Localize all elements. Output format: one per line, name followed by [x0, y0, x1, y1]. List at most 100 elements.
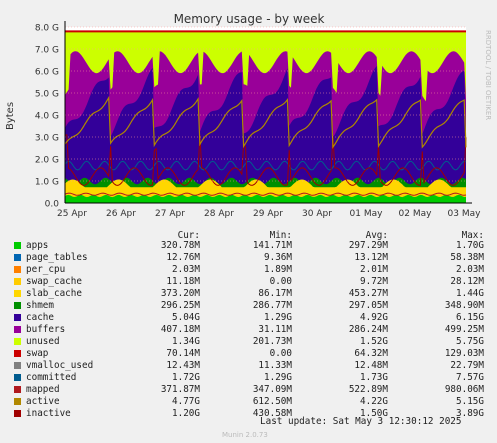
x-tick-label: 28 Apr: [204, 209, 234, 219]
legend-value-cur: 1.34G: [172, 336, 200, 347]
y-tick-label: 7.0 G: [35, 46, 59, 56]
line-inactive: [64, 134, 467, 186]
legend-series-name: shmem: [26, 300, 54, 311]
legend-value-max: 499.25M: [444, 324, 484, 335]
legend-value-avg: 286.24M: [348, 324, 388, 335]
legend-value-max: 1.70G: [456, 240, 484, 251]
legend-value-min: 430.58M: [252, 408, 292, 419]
legend-swatch: [14, 410, 21, 417]
legend-value-min: 1.29G: [264, 312, 292, 323]
legend-value-cur: 2.03M: [172, 264, 200, 275]
last-update: Last update: Sat May 3 12:30:12 2025: [260, 416, 462, 427]
x-tick-label: 03 May: [448, 209, 482, 219]
legend-row-buffers: buffers 407.18M 31.11M 286.24M 499.25M: [0, 324, 497, 336]
legend-series-name: cache: [26, 312, 54, 323]
legend-header-min: Min:: [269, 230, 292, 241]
legend-value-max: 6.15G: [456, 312, 484, 323]
legend-value-min: 612.50M: [252, 396, 292, 407]
legend-series-name: apps: [26, 240, 49, 251]
legend-value-min: 201.73M: [252, 336, 292, 347]
legend-row-mapped: mapped 371.87M 347.09M 522.89M 980.06M: [0, 384, 497, 396]
legend-value-max: 22.79M: [450, 360, 484, 371]
legend-swatch: [14, 398, 21, 405]
legend-row-unused: unused 1.34G 201.73M 1.52G 5.75G: [0, 336, 497, 348]
legend-row-active: active 4.77G 612.50M 4.22G 5.15G: [0, 396, 497, 408]
legend-value-min: 86.17M: [258, 288, 292, 299]
legend-value-cur: 371.87M: [160, 384, 200, 395]
legend-swatch: [14, 278, 21, 285]
legend-series-name: vmalloc_used: [26, 360, 94, 371]
legend-value-min: 141.71M: [252, 240, 292, 251]
legend-value-cur: 4.77G: [172, 396, 200, 407]
y-axis-label: Bytes: [5, 102, 16, 130]
legend-value-avg: 2.01M: [360, 264, 388, 275]
legend-series-name: buffers: [26, 324, 66, 335]
legend-swatch: [14, 242, 21, 249]
x-tick-label: 25 Apr: [57, 209, 87, 219]
line-committed: [64, 160, 467, 171]
legend-swatch: [14, 338, 21, 345]
y-tick-label: 3.0 G: [35, 134, 59, 144]
legend-value-avg: 453.27M: [348, 288, 388, 299]
legend-value-min: 0.00: [269, 276, 292, 287]
legend-row-per-cpu: per_cpu 2.03M 1.89M 2.01M 2.03M: [0, 264, 497, 276]
legend-value-avg: 1.52G: [360, 336, 388, 347]
legend-value-cur: 320.78M: [160, 240, 200, 251]
legend-series-name: active: [26, 396, 60, 407]
legend-value-cur: 1.72G: [172, 372, 200, 383]
area-apps: [65, 194, 466, 203]
rrdtool-credit: RRDTOOL / TOBI OETIKER: [484, 30, 492, 121]
y-tick-label: 0.0: [45, 200, 60, 210]
legend-value-cur: 12.43M: [166, 360, 200, 371]
legend-header-avg: Avg:: [365, 230, 388, 241]
legend-row-swap: swap 70.14M 0.00 64.32M 129.03M: [0, 348, 497, 360]
legend-swatch: [14, 386, 21, 393]
legend-header-max: Max:: [461, 230, 484, 241]
legend-value-cur: 407.18M: [160, 324, 200, 335]
legend-row-committed: committed 1.72G 1.29G 1.73G 7.57G: [0, 372, 497, 384]
y-tick-label: 4.0 G: [35, 112, 59, 122]
legend-value-min: 9.36M: [264, 252, 292, 263]
y-tick-label: 8.0 G: [35, 24, 59, 34]
legend-value-cur: 296.25M: [160, 300, 200, 311]
legend-series-name: mapped: [26, 384, 60, 395]
legend-value-avg: 64.32M: [354, 348, 388, 359]
legend-value-max: 5.75G: [456, 336, 484, 347]
legend-row-vmalloc-used: vmalloc_used 12.43M 11.33M 12.48M 22.79M: [0, 360, 497, 372]
legend-value-avg: 4.22G: [360, 396, 388, 407]
legend-series-name: inactive: [26, 408, 71, 419]
x-tick-label: 02 May: [399, 209, 433, 219]
legend-value-cur: 12.76M: [166, 252, 200, 263]
legend-value-avg: 9.72M: [360, 276, 388, 287]
legend-value-avg: 522.89M: [348, 384, 388, 395]
legend-value-avg: 1.50G: [360, 408, 388, 419]
legend-value-min: 31.11M: [258, 324, 292, 335]
legend-series-name: slab_cache: [26, 288, 82, 299]
line-mapped: [64, 192, 467, 196]
x-tick-label: 29 Apr: [253, 209, 283, 219]
legend-value-min: 1.29G: [264, 372, 292, 383]
legend-value-max: 129.03M: [444, 348, 484, 359]
legend-value-avg: 1.73G: [360, 372, 388, 383]
legend-value-max: 3.89G: [456, 408, 484, 419]
legend-header-cur: Cur:: [177, 230, 200, 241]
legend-swatch: [14, 362, 21, 369]
legend-swatch: [14, 314, 21, 321]
legend-value-avg: 12.48M: [354, 360, 388, 371]
legend-row-page-tables: page_tables 12.76M 9.36M 13.12M 58.38M: [0, 252, 497, 264]
legend-value-avg: 297.05M: [348, 300, 388, 311]
x-tick-label: 26 Apr: [106, 209, 136, 219]
legend-value-min: 1.89M: [264, 264, 292, 275]
y-tick-label: 6.0 G: [35, 68, 59, 78]
legend-value-max: 28.12M: [450, 276, 484, 287]
legend-value-min: 347.09M: [252, 384, 292, 395]
legend-value-avg: 4.92G: [360, 312, 388, 323]
y-tick-label: 1.0 G: [35, 178, 59, 188]
munin-version: Munin 2.0.73: [222, 431, 268, 439]
legend-value-cur: 70.14M: [166, 348, 200, 359]
legend-row-shmem: shmem 296.25M 286.77M 297.05M 348.90M: [0, 300, 497, 312]
legend-value-min: 11.33M: [258, 360, 292, 371]
x-tick-label: 27 Apr: [155, 209, 185, 219]
memory-chart: Memory usage - by week Bytes 0.0 1.0 G 2.0…: [5, 12, 482, 219]
line-active: [64, 95, 467, 149]
